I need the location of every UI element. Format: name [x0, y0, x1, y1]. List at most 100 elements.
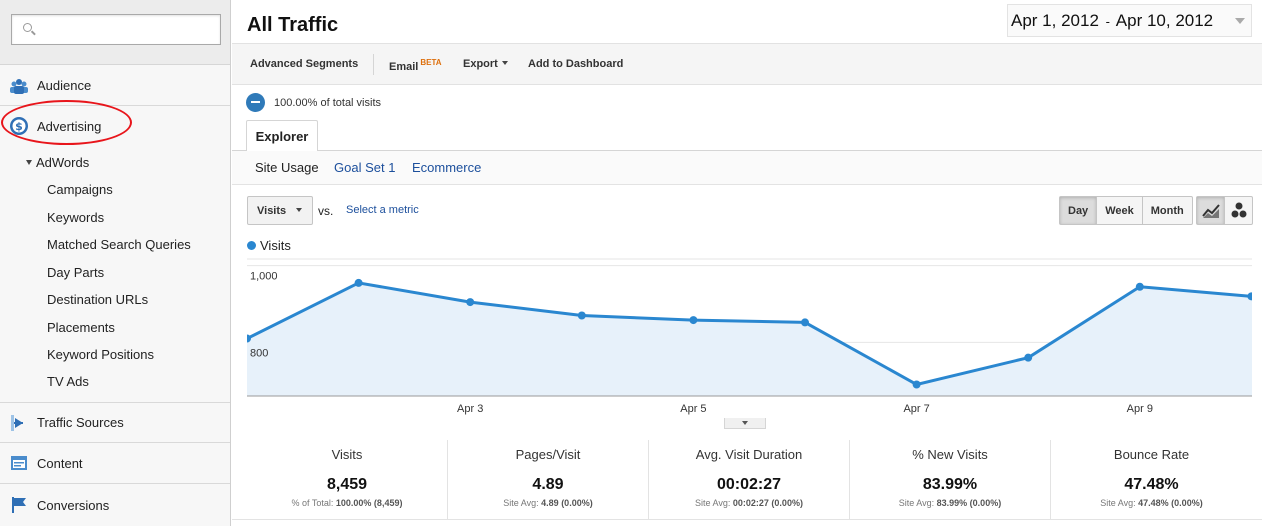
sidebar-item-conversions[interactable]: Conversions — [0, 484, 230, 526]
sidebar-subgroup-adwords[interactable]: AdWords — [26, 155, 89, 170]
sidebar-item-destination-urls[interactable]: Destination URLs — [47, 292, 149, 307]
stat-value: 8,459 — [326, 476, 368, 493]
date-range-picker[interactable]: Apr 1, 2012 - Apr 10, 2012 — [1007, 4, 1252, 37]
x-tick-label: Apr 5 — [680, 403, 706, 415]
y-tick-label: 800 — [250, 347, 268, 359]
date-end: Apr 10, 2012 — [1115, 11, 1214, 30]
x-tick-label: Apr 3 — [457, 403, 483, 415]
legend-label: Visits — [260, 238, 291, 253]
sidebar-item-keyword-positions[interactable]: Keyword Positions — [47, 347, 154, 362]
stat-name: Avg. Visit Duration — [695, 447, 803, 462]
search-icon — [23, 23, 32, 32]
data-point — [466, 298, 475, 307]
sidebar-item-label: Audience — [37, 77, 92, 93]
segment-label: 100.00% of total visits — [274, 97, 382, 109]
subtab-goal-set-1[interactable]: Goal Set 1 — [334, 160, 396, 175]
add-to-dashboard-button[interactable]: Add to Dashboard — [528, 58, 624, 70]
sidebar-item-matched-search-queries[interactable]: Matched Search Queries — [47, 237, 191, 252]
stat-name: % New Visits — [912, 447, 988, 462]
sidebar-item-placements[interactable]: Placements — [47, 320, 115, 335]
stat-foot: Site Avg: 47.48% (0.00%) — [1100, 498, 1203, 508]
subtab-ecommerce[interactable]: Ecommerce — [412, 160, 482, 175]
export-button[interactable]: Export — [463, 58, 508, 70]
stat-visits[interactable]: Visits 8,459 % of Total: 100.00% (8,459) — [247, 440, 448, 520]
sidebar-item-label: Traffic Sources — [37, 415, 124, 430]
tab-explorer[interactable]: Explorer — [246, 120, 318, 151]
flag-icon — [12, 497, 26, 513]
annotation-circle — [1, 100, 132, 145]
stat-pages-visit[interactable]: Pages/Visit 4.89 Site Avg: 4.89 (0.00%) — [448, 440, 649, 520]
beta-badge: BETA — [420, 58, 442, 67]
x-tick-label: Apr 9 — [1127, 403, 1153, 415]
chart-legend: Visits — [247, 238, 291, 253]
stat-value: 4.89 — [532, 476, 564, 493]
divider — [232, 150, 1262, 151]
series-line — [247, 281, 1252, 387]
visits-chart: 1,000 800 Apr 3 Apr 5 Apr 7 Apr 9 — [247, 258, 1252, 415]
sidebar-search-area — [0, 0, 230, 65]
sidebar-item-campaigns[interactable]: Campaigns — [47, 182, 113, 197]
sidebar-item-day-parts[interactable]: Day Parts — [47, 265, 105, 280]
search-input[interactable] — [11, 14, 221, 45]
sidebar-item-traffic-sources[interactable]: Traffic Sources — [0, 402, 230, 443]
chevron-down-icon — [1235, 18, 1245, 24]
pie-icon — [246, 93, 265, 112]
period-toggle: Day Week Month — [1059, 196, 1193, 225]
period-month-button[interactable]: Month — [1150, 205, 1184, 217]
traffic-sources-icon — [11, 414, 23, 431]
data-point — [1135, 282, 1144, 291]
chart-type-toggle — [1196, 196, 1253, 225]
metric-summary: Visits 8,459 % of Total: 100.00% (8,459)… — [247, 440, 1252, 520]
stat-new-visits[interactable]: % New Visits 83.99% Site Avg: 83.99% (0.… — [850, 440, 1051, 520]
data-point — [1024, 353, 1033, 362]
toolbar-divider — [373, 54, 374, 75]
stat-value: 00:02:27 — [716, 476, 782, 493]
sidebar-item-tv-ads[interactable]: TV Ads — [47, 374, 89, 389]
data-point — [1247, 292, 1252, 301]
stat-name: Pages/Visit — [515, 447, 581, 462]
stat-bounce-rate[interactable]: Bounce Rate 47.48% Site Avg: 47.48% (0.0… — [1051, 440, 1252, 520]
line-chart-icon[interactable] — [1197, 197, 1225, 224]
data-point — [801, 318, 809, 327]
page-title: All Traffic — [247, 14, 339, 36]
stat-foot: Site Avg: 83.99% (0.00%) — [898, 498, 1002, 508]
sidebar-item-keywords[interactable]: Keywords — [47, 210, 105, 225]
subtab-site-usage[interactable]: Site Usage — [255, 160, 319, 175]
date-separator: - — [1105, 14, 1110, 29]
sidebar-item-label: Conversions — [37, 497, 110, 513]
metric-select[interactable]: Visits — [247, 196, 313, 225]
series-area — [247, 282, 1252, 396]
audience-icon — [10, 79, 28, 94]
stat-foot: Site Avg: 00:02:27 (0.00%) — [695, 498, 803, 508]
stat-foot: % of Total: 100.00% (8,459) — [291, 498, 403, 508]
stat-avg-visit-duration[interactable]: Avg. Visit Duration 00:02:27 Site Avg: 0… — [649, 440, 850, 520]
triangle-down-icon — [26, 160, 32, 165]
data-point — [577, 311, 586, 320]
sidebar-item-audience[interactable]: Audience — [0, 65, 230, 106]
report-panel: All Traffic Apr 1, 2012 - Apr 10, 2012 A… — [232, 0, 1262, 526]
period-day-button[interactable]: Day — [1060, 197, 1098, 224]
sidebar-item-content[interactable]: Content — [0, 443, 230, 484]
vs-label: vs. — [318, 204, 334, 218]
collapse-chart-button[interactable] — [724, 418, 766, 429]
subtab-bar: Site Usage Goal Set 1 Ecommerce — [232, 151, 1262, 185]
date-start: Apr 1, 2012 — [1011, 11, 1099, 30]
sidebar: Audience $ Advertising AdWords Campaigns… — [0, 0, 231, 526]
advanced-segments-button[interactable]: Advanced Segments — [250, 58, 359, 70]
motion-chart-icon[interactable] — [1225, 197, 1253, 224]
sidebar-item-label: Content — [37, 455, 83, 471]
data-point — [689, 316, 698, 325]
x-tick-label: Apr 7 — [903, 403, 929, 415]
chevron-down-icon — [501, 61, 508, 65]
email-button[interactable]: Email BETA — [389, 58, 442, 73]
divider — [232, 519, 1262, 520]
period-week-button[interactable]: Week — [1097, 197, 1143, 224]
select-metric-link[interactable]: Select a metric — [346, 204, 419, 216]
stat-name: Bounce Rate — [1113, 447, 1190, 462]
stat-name: Visits — [331, 447, 363, 462]
stat-value: 83.99% — [922, 476, 978, 493]
stat-foot: Site Avg: 4.89 (0.00%) — [503, 498, 593, 508]
content-icon — [11, 456, 27, 470]
data-point — [247, 334, 251, 343]
